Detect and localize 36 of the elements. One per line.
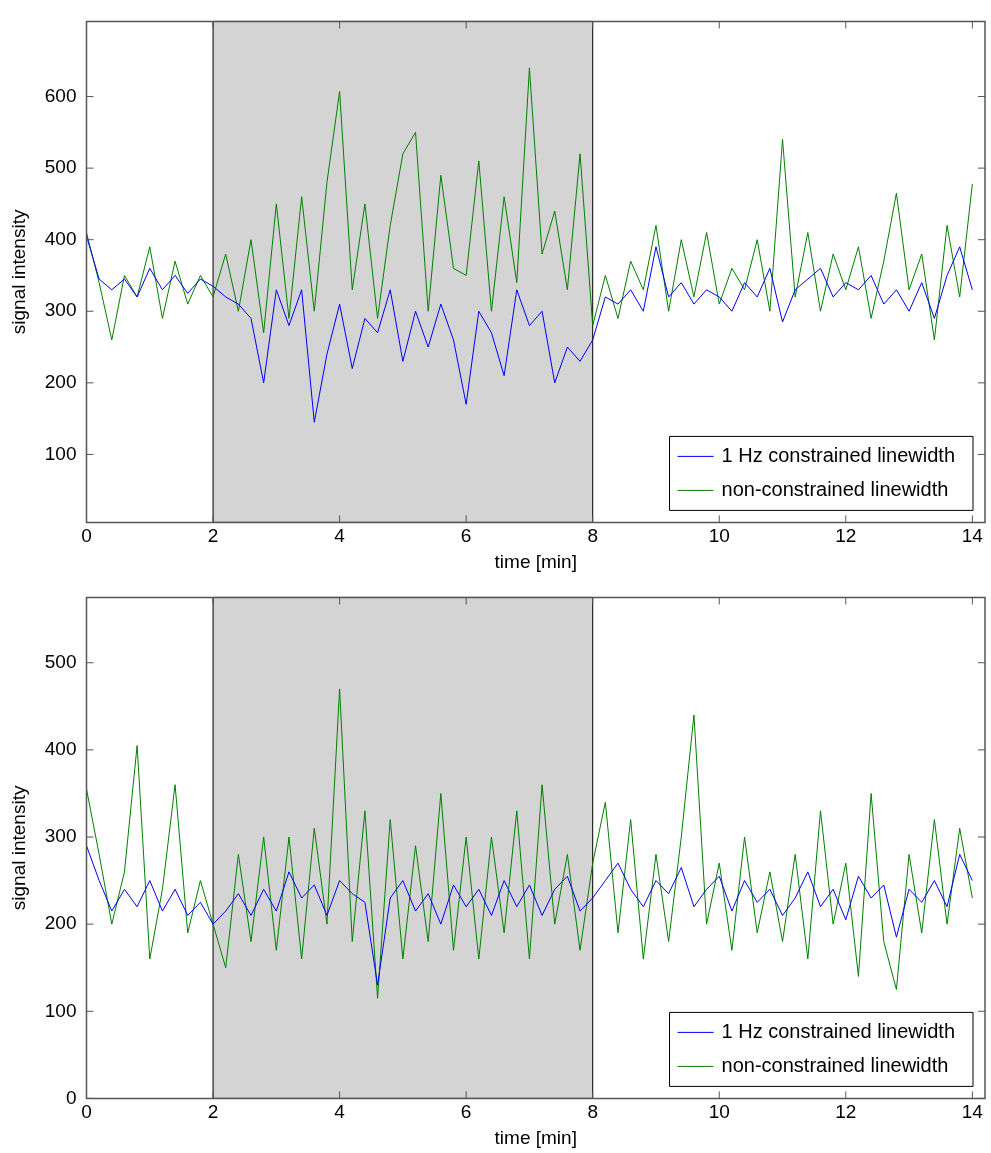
x-tick-label: 8 xyxy=(587,525,598,547)
x-tick-label: 12 xyxy=(835,1101,857,1123)
x-tick-label: 6 xyxy=(460,1101,472,1123)
y-tick-label: 500 xyxy=(44,650,77,672)
x-tick-label: 14 xyxy=(961,525,984,547)
x-axis-title: time [min] xyxy=(494,550,577,572)
y-tick-label: 100 xyxy=(44,999,77,1021)
y-tick-label: 100 xyxy=(44,442,77,464)
y-tick-label: 200 xyxy=(44,371,77,393)
legend-label: 1 Hz constrained linewidth xyxy=(721,1019,956,1042)
y-tick-label: 400 xyxy=(44,227,77,249)
y-tick-label: 300 xyxy=(44,825,77,847)
y-tick-label: 200 xyxy=(44,912,77,934)
x-tick-label: 4 xyxy=(334,1101,346,1123)
x-tick-label: 2 xyxy=(207,1101,219,1123)
x-tick-label: 0 xyxy=(81,525,92,547)
x-axis-title: time [min] xyxy=(494,1126,577,1148)
y-tick-label: 300 xyxy=(44,299,77,321)
x-tick-label: 0 xyxy=(81,1101,92,1123)
x-tick-label: 2 xyxy=(207,525,219,547)
y-tick-label: 0 xyxy=(65,1086,77,1108)
y-axis-title: signal intensity xyxy=(7,785,29,911)
x-tick-label: 14 xyxy=(961,1101,984,1123)
x-tick-label: 10 xyxy=(708,525,730,547)
legend-label: non-constrained linewidth xyxy=(721,1053,949,1076)
x-tick-label: 6 xyxy=(460,525,472,547)
legend-label: 1 Hz constrained linewidth xyxy=(721,443,956,466)
x-tick-label: 4 xyxy=(334,525,346,547)
x-tick-label: 8 xyxy=(587,1101,598,1123)
y-tick-label: 600 xyxy=(44,84,77,106)
y-tick-label: 500 xyxy=(44,156,77,178)
y-axis-title: signal intensity xyxy=(7,209,29,335)
x-tick-label: 10 xyxy=(708,1101,730,1123)
x-tick-label: 12 xyxy=(835,525,857,547)
legend-label: non-constrained linewidth xyxy=(721,477,949,500)
y-tick-label: 400 xyxy=(44,738,77,760)
